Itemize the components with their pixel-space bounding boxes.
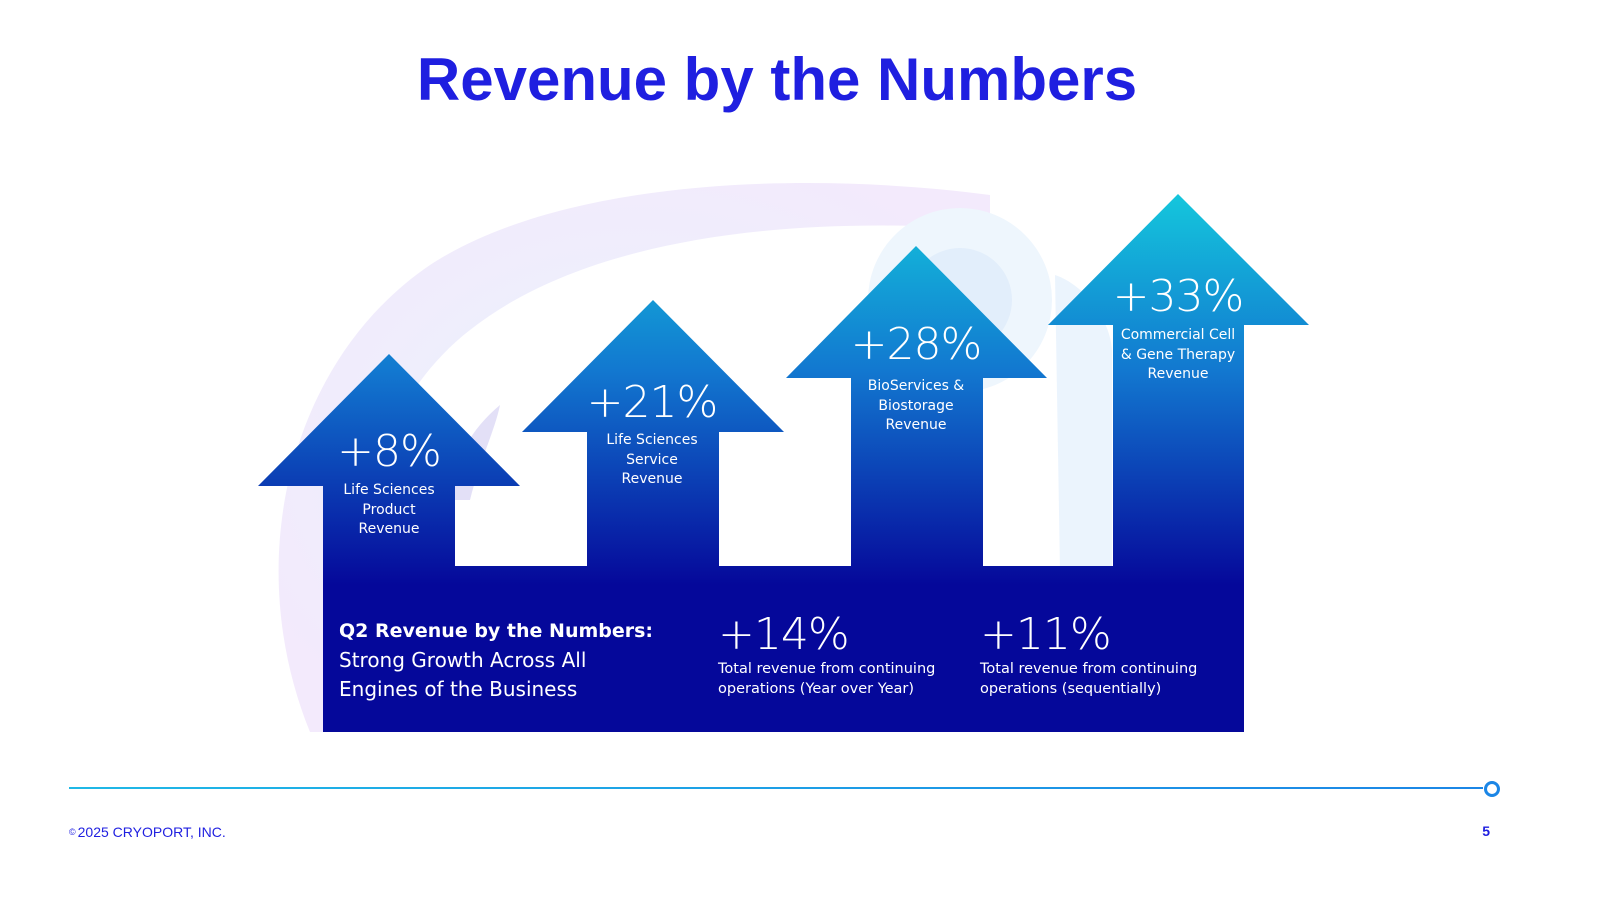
- total-sequential-label-line: Total revenue from continuing: [980, 661, 1198, 677]
- copyright-text: 2025 CRYOPORT, INC.: [77, 824, 226, 840]
- total-sequential-label-line: operations (sequentially): [980, 680, 1162, 697]
- page-number: 5: [1482, 823, 1490, 839]
- copyright-symbol: ©: [69, 827, 76, 837]
- footer-divider: [69, 787, 1483, 789]
- arrow-3-label: BioServices & Biostorage Revenue: [836, 377, 996, 436]
- arrows-shape: [258, 194, 1309, 732]
- arrow-3-value: +28%: [850, 319, 983, 370]
- summary-heading: Q2 Revenue by the Numbers:: [339, 620, 654, 642]
- summary-block: Q2 Revenue by the Numbers: Strong Growth…: [339, 616, 699, 704]
- arrow-1-value: +8%: [337, 426, 442, 477]
- arrow-3-label-line: BioServices &: [867, 378, 965, 394]
- arrow-1-label-line: Revenue: [358, 521, 420, 537]
- arrow-2-value: +21%: [586, 377, 719, 428]
- copyright-notice: © 2025 CRYOPORT, INC.: [69, 824, 226, 840]
- arrow-2-label-line: Service: [626, 451, 678, 468]
- total-sequential-value: +11%: [980, 609, 1112, 660]
- arrow-2-label: Life Sciences Service Revenue: [572, 431, 732, 490]
- arrow-1-label-line: Life Sciences: [343, 482, 435, 498]
- arrow-2-label-line: Life Sciences: [606, 432, 698, 448]
- arrow-2-label-line: Revenue: [621, 471, 683, 487]
- footer-divider-end-dot: [1484, 781, 1500, 797]
- summary-body-line: Strong Growth Across All: [339, 648, 587, 672]
- page-title: Revenue by the Numbers: [416, 46, 1138, 113]
- arrow-1-label: Life Sciences Product Revenue: [309, 481, 469, 540]
- arrow-4-label-line: & Gene Therapy: [1120, 346, 1236, 363]
- total-sequential: +11% Total revenue from continuing opera…: [980, 610, 1230, 699]
- total-yoy: +14% Total revenue from continuing opera…: [718, 610, 968, 699]
- total-yoy-value: +14%: [718, 609, 850, 660]
- summary-body-line: Engines of the Business: [339, 677, 578, 701]
- arrow-4-label: Commercial Cell & Gene Therapy Revenue: [1093, 326, 1263, 385]
- arrow-3-label-line: Biostorage: [878, 397, 954, 414]
- arrow-3-label-line: Revenue: [885, 417, 947, 433]
- arrow-4-value: +33%: [1112, 271, 1245, 322]
- total-yoy-label-line: Total revenue from continuing: [718, 661, 936, 677]
- total-yoy-label-line: operations (Year over Year): [718, 680, 915, 697]
- arrow-1-label-line: Product: [362, 501, 416, 518]
- arrow-4-label-line: Commercial Cell: [1120, 327, 1236, 343]
- arrow-4-label-line: Revenue: [1147, 366, 1209, 382]
